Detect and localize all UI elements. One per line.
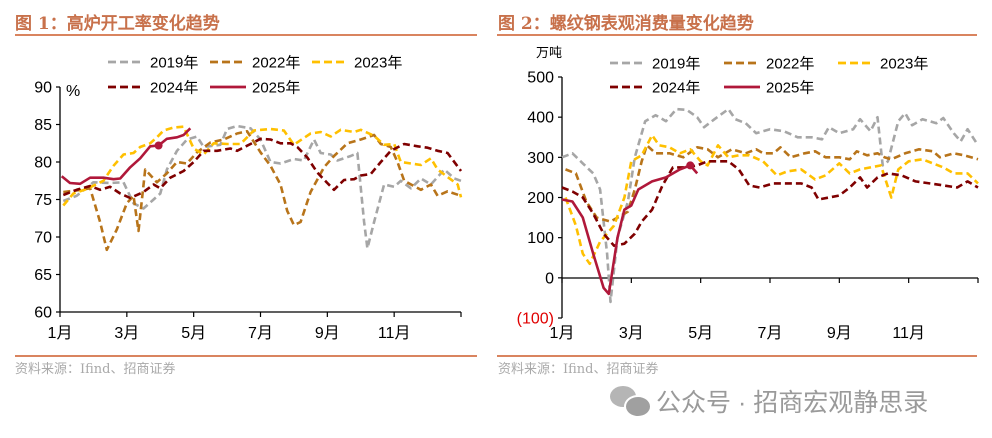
chart2-title-rule: [497, 34, 977, 36]
series-line-2025: [60, 127, 192, 186]
y-axis-label: %: [66, 83, 80, 100]
series-line-2024: [62, 137, 463, 200]
x-tick-label: 7月: [248, 325, 273, 342]
y-tick-label: 300: [527, 150, 554, 167]
legend-label-2024: 2024年: [652, 80, 700, 97]
chart2-source-rule: [497, 355, 977, 357]
chart1-source-rule: [15, 355, 477, 357]
point-marker-2025: [686, 161, 695, 170]
x-tick-label: 9月: [827, 325, 852, 342]
y-tick-label: 75: [34, 192, 52, 209]
chart-2: (100) 0 100 200 300 400 500 1月 3月 5月 7月 9月 11月 万吨 2019…: [517, 45, 980, 342]
y-tick-label: 0: [545, 270, 554, 287]
legend-label-2023: 2023年: [880, 56, 928, 73]
series-line-2019: [62, 124, 462, 250]
x-tick-label: 9月: [315, 325, 340, 342]
series-line-2023: [62, 125, 463, 207]
x-tick-label: 11月: [378, 325, 411, 342]
chart1-title-rule: [15, 34, 477, 36]
y-tick-label: 70: [34, 230, 52, 247]
legend-label-2022: 2022年: [766, 56, 814, 73]
x-tick-label: 3月: [619, 325, 644, 342]
legend-label-2025: 2025年: [252, 80, 300, 97]
y-tick-label: 200: [527, 190, 554, 207]
series-line-2019: [561, 107, 980, 304]
y-tick-label: 90: [34, 80, 52, 97]
y-tick-label: 500: [527, 70, 554, 87]
x-tick-label: 1月: [48, 325, 73, 342]
series-line-2022: [565, 144, 979, 223]
series-line-2024: [561, 160, 979, 247]
series-line-2023: [564, 133, 979, 266]
legend-label-2019: 2019年: [652, 56, 700, 73]
chart2-title: 图 2：螺纹钢表观消费量变化趋势: [498, 14, 754, 34]
x-tick-label: 7月: [758, 325, 783, 342]
chart2-source: 资料来源：Ifind、招商证券: [498, 362, 659, 377]
legend-label-2022: 2022年: [252, 55, 300, 72]
x-tick-label: 11月: [892, 325, 925, 342]
legend-label-2024: 2024年: [150, 80, 198, 97]
chart1-source: 资料来源：Ifind、招商证券: [15, 362, 176, 377]
x-tick-label: 3月: [114, 325, 139, 342]
y-tick-label: 80: [34, 155, 52, 172]
y-tick-label: 65: [34, 267, 52, 284]
x-tick-label: 1月: [550, 325, 575, 342]
chart-1: 60 65 70 75 80 85 90 1月 3月 5月 7月 9月 11月% 2019年 2022年 20…: [34, 55, 463, 342]
legend-label-2019: 2019年: [150, 55, 198, 72]
series-line-2025: [561, 164, 699, 296]
y-tick-label: 400: [527, 110, 554, 127]
y-tick-label: 100: [527, 230, 554, 247]
y-tick-label: 60: [34, 305, 52, 322]
watermark: 公众号 · 招商宏观静思录: [610, 383, 928, 419]
legend-label-2023: 2023年: [354, 55, 402, 72]
y-tick-label: 85: [34, 117, 52, 134]
x-tick-label: 5月: [688, 325, 713, 342]
chart1-title: 图 1：高炉开工率变化趋势: [15, 14, 220, 34]
y-tick-label: (100): [517, 311, 554, 328]
series-line-2022: [63, 130, 462, 252]
x-tick-label: 5月: [181, 325, 206, 342]
point-marker-2025: [154, 141, 163, 150]
legend-label-2025: 2025年: [766, 80, 814, 97]
wechat-icon: [610, 386, 652, 418]
y-axis-label: 万吨: [536, 45, 562, 60]
watermark-text: 公众号 · 招商宏观静思录: [656, 389, 929, 417]
